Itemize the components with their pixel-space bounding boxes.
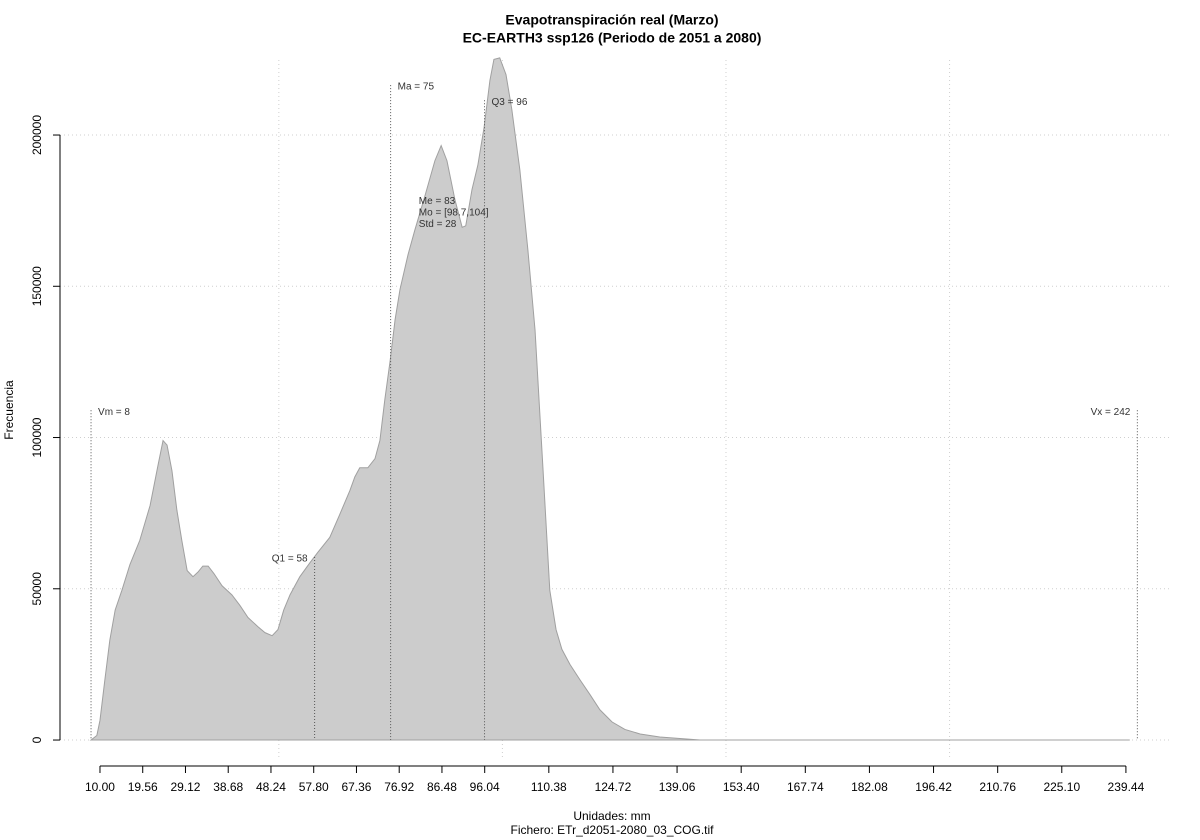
stats-label: Std = 28 [419,219,457,230]
x-tick-label: 167.74 [787,780,824,794]
x-tick-label: 38.68 [213,780,243,794]
y-tick-label: 200000 [30,115,44,155]
chart-subtitle: EC-EARTH3 ssp126 (Periodo de 2051 a 2080… [463,30,762,46]
annotation-label: Vm = 8 [98,407,130,418]
x-tick-label: 67.36 [341,780,371,794]
x-tick-label: 139.06 [659,780,696,794]
x-tick-label: 29.12 [170,780,200,794]
x-tick-label: 86.48 [427,780,457,794]
x-tick-label: 76.92 [384,780,414,794]
annotation-label: Q1 = 58 [272,554,308,565]
x-tick-label: 225.10 [1043,780,1080,794]
y-tick-label: 50000 [30,572,44,606]
annotation-label: Q3 = 96 [492,97,528,108]
x-tick-label: 57.80 [299,780,329,794]
area [89,57,1130,741]
y-tick-label: 100000 [30,417,44,457]
x-tick-label: 182.08 [851,780,888,794]
y-tick-label: 150000 [30,266,44,306]
caption: Fichero: ETr_d2051-2080_03_COG.tif [511,823,715,837]
x-axis-label: Unidades: mm [573,809,650,823]
x-tick-label: 48.24 [256,780,286,794]
annotation-label: Vx = 242 [1091,407,1131,418]
x-tick-label: 124.72 [595,780,632,794]
stats-label: Me = 83 [419,196,456,207]
x-tick-label: 153.40 [723,780,760,794]
x-tick-label: 10.00 [85,780,115,794]
x-tick-label: 110.38 [531,780,567,794]
x-tick-label: 239.44 [1108,780,1145,794]
stats-label: Mo = [98.7,104] [419,208,489,219]
chart-title: Evapotranspiración real (Marzo) [505,12,718,28]
x-tick-label: 19.56 [128,780,158,794]
x-tick-label: 196.42 [915,780,952,794]
x-tick-label: 210.76 [979,780,1016,794]
x-tick-label: 96.04 [470,780,500,794]
y-tick-label: 0 [30,736,44,743]
annotation-label: Ma = 75 [398,82,435,93]
y-axis-label: Frecuencia [2,380,16,440]
